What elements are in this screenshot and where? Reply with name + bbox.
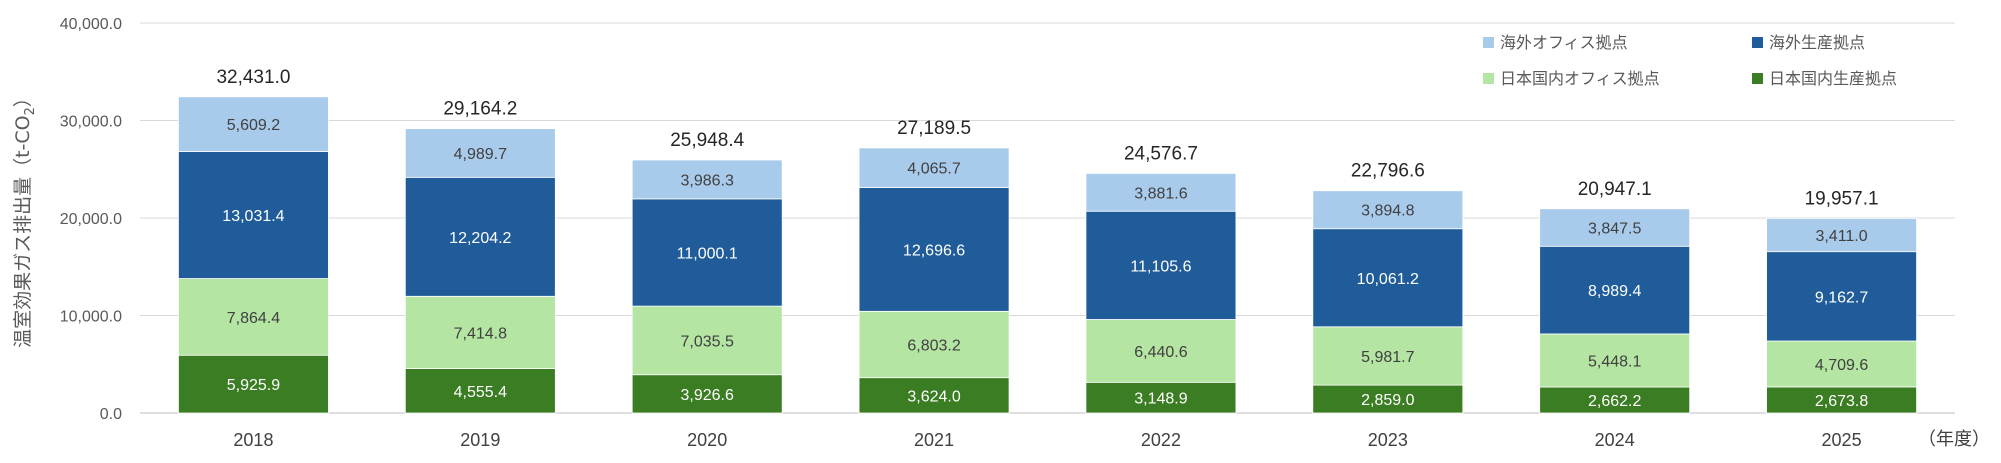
data-label: 9,162.7 bbox=[1815, 289, 1868, 306]
data-label: 6,803.2 bbox=[907, 338, 960, 355]
x-tick-label: 2018 bbox=[233, 430, 273, 450]
data-label: 13,031.4 bbox=[222, 208, 284, 225]
total-label: 19,957.1 bbox=[1805, 188, 1879, 209]
y-axis-label-main: 温室効果ガス排出量（t-CO bbox=[12, 115, 34, 348]
bar-segment bbox=[1312, 326, 1464, 386]
data-label: 3,411.0 bbox=[1815, 228, 1867, 245]
x-axis-unit-label: （年度） bbox=[1918, 429, 1990, 450]
data-label: 5,981.7 bbox=[1361, 349, 1414, 366]
x-tick-label: 2023 bbox=[1368, 430, 1408, 450]
data-label: 4,555.4 bbox=[454, 384, 507, 401]
data-label: 3,624.0 bbox=[907, 388, 960, 405]
data-label: 5,925.9 bbox=[227, 377, 280, 394]
legend-swatch bbox=[1752, 73, 1763, 84]
legend-label: 海外生産拠点 bbox=[1769, 33, 1865, 52]
x-tick-label: 2020 bbox=[687, 430, 727, 450]
bar-segment bbox=[178, 354, 329, 414]
bar-segment bbox=[631, 159, 783, 200]
y-axis-label-subscript: 2 bbox=[23, 107, 38, 115]
data-label: 6,440.6 bbox=[1134, 344, 1187, 361]
legend-label: 日本国内生産拠点 bbox=[1769, 69, 1897, 88]
bar-segment bbox=[1539, 333, 1691, 388]
bar-segment bbox=[858, 187, 1010, 312]
total-label: 27,189.5 bbox=[897, 118, 971, 139]
data-label: 3,847.5 bbox=[1588, 221, 1641, 238]
data-label: 12,204.2 bbox=[449, 230, 511, 247]
legend-label: 日本国内オフィス拠点 bbox=[1500, 69, 1660, 88]
bar-segment bbox=[858, 377, 1010, 414]
data-label: 3,894.8 bbox=[1361, 203, 1414, 220]
y-axis-label: 温室効果ガス排出量（t-CO2） bbox=[12, 88, 38, 348]
data-label: 2,859.0 bbox=[1361, 392, 1414, 409]
bar-segment bbox=[631, 198, 783, 307]
y-tick-label: 0.0 bbox=[100, 406, 122, 423]
bar-segment bbox=[178, 278, 329, 356]
bar-segment bbox=[1312, 190, 1464, 230]
y-axis-label-end: ） bbox=[12, 88, 34, 107]
data-label: 4,989.7 bbox=[454, 146, 507, 163]
data-label: 11,105.6 bbox=[1130, 258, 1191, 275]
legend-swatch bbox=[1752, 37, 1763, 48]
total-label: 20,947.1 bbox=[1578, 179, 1652, 200]
data-label: 7,864.4 bbox=[227, 310, 280, 327]
data-label: 5,448.1 bbox=[1588, 353, 1641, 370]
bar-segment bbox=[1085, 381, 1237, 414]
total-label: 24,576.7 bbox=[1124, 143, 1198, 164]
data-label: 4,709.6 bbox=[1815, 357, 1868, 374]
data-label: 2,662.2 bbox=[1588, 393, 1641, 410]
data-label: 7,414.8 bbox=[454, 325, 507, 342]
data-label: 3,881.6 bbox=[1134, 185, 1187, 202]
bar-segment bbox=[631, 305, 783, 376]
x-tick-label: 2024 bbox=[1595, 430, 1635, 450]
bar-segment bbox=[1766, 386, 1917, 414]
data-label: 7,035.5 bbox=[680, 333, 733, 350]
legend-swatch bbox=[1483, 73, 1494, 84]
bar-segment bbox=[1085, 319, 1237, 383]
bar-segment bbox=[1539, 245, 1691, 335]
x-tick-label: 2022 bbox=[1141, 430, 1181, 450]
y-tick-label: 20,000.0 bbox=[60, 211, 122, 228]
data-label: 11,000.1 bbox=[677, 245, 738, 262]
total-label: 29,164.2 bbox=[443, 99, 517, 120]
data-label: 3,986.3 bbox=[680, 172, 733, 189]
bar-segment bbox=[1766, 340, 1917, 388]
bar-segment bbox=[1539, 386, 1691, 414]
data-label: 8,989.4 bbox=[1588, 283, 1641, 300]
data-label: 12,696.6 bbox=[903, 242, 965, 259]
legend-swatch bbox=[1483, 37, 1494, 48]
total-label: 22,796.6 bbox=[1351, 161, 1425, 182]
bar-segment bbox=[1312, 228, 1464, 328]
data-label: 2,673.8 bbox=[1815, 393, 1868, 410]
data-label: 3,148.9 bbox=[1134, 391, 1187, 408]
y-tick-label: 30,000.0 bbox=[60, 114, 122, 131]
data-label: 10,061.2 bbox=[1357, 271, 1419, 288]
y-tick-label: 10,000.0 bbox=[60, 309, 122, 326]
data-label: 3,926.6 bbox=[680, 387, 733, 404]
bar-segment bbox=[404, 176, 556, 297]
data-label: 4,065.7 bbox=[907, 161, 960, 178]
bar-segment bbox=[1766, 218, 1917, 253]
bar-segment bbox=[858, 310, 1010, 379]
x-tick-label: 2021 bbox=[914, 430, 954, 450]
bar-segment bbox=[1766, 251, 1917, 342]
total-label: 25,948.4 bbox=[670, 130, 744, 151]
bar-segment bbox=[178, 151, 329, 279]
bar-segment bbox=[1539, 208, 1691, 247]
bar-segment bbox=[858, 147, 1010, 188]
bar-segment bbox=[1085, 210, 1237, 320]
x-tick-label: 2025 bbox=[1822, 430, 1862, 450]
legend-label: 海外オフィス拠点 bbox=[1500, 33, 1628, 52]
bar-segment bbox=[404, 128, 556, 178]
y-tick-label: 40,000.0 bbox=[60, 16, 122, 33]
x-tick-label: 2019 bbox=[460, 430, 500, 450]
bar-segment bbox=[631, 374, 783, 414]
data-label: 5,609.2 bbox=[227, 117, 280, 134]
bar-segment bbox=[178, 96, 329, 152]
bar-segment bbox=[1085, 172, 1237, 212]
total-label: 32,431.0 bbox=[216, 67, 290, 88]
bar-segment bbox=[1312, 384, 1464, 414]
